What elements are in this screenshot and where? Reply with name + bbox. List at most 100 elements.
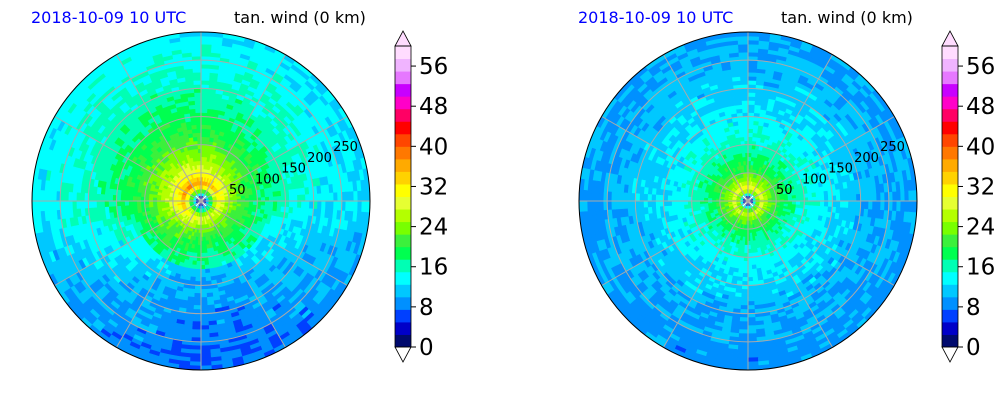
colorbar-segment [395,96,411,110]
wind-cell [195,276,202,282]
wind-cell [124,200,130,207]
wind-cell [325,192,331,202]
wind-cell [67,200,73,211]
colorbar-tick-label: 16 [419,255,448,281]
wind-cell [196,252,202,258]
wind-cell [195,128,202,134]
wind-cell [297,200,302,208]
wind-cell [75,192,81,202]
wind-cell [203,148,209,154]
wind-cell [361,200,367,213]
wind-cell [200,325,210,331]
wind-cell [194,288,202,294]
radial-tick-label: 100 [255,172,280,187]
radial-tick-label: 250 [333,140,358,155]
wind-cell [47,200,53,212]
wind-cell [200,248,205,254]
wind-cell [200,301,209,306]
colorbar-tick-label: 40 [419,134,448,160]
wind-cell [288,194,294,202]
colorbar-segment [395,296,411,310]
wind-cell [128,200,134,207]
wind-cell [192,71,202,77]
wind-cell [305,193,310,202]
wind-cell [191,329,202,335]
colorbar-segment [395,321,411,335]
wind-cell [63,191,69,202]
wind-cell [190,345,202,351]
wind-cell [191,67,202,73]
wind-cell [264,196,270,202]
wind-cell [200,75,210,81]
wind-cell [128,195,134,202]
wind-cell [248,203,254,209]
colorbar-tick-label: 0 [419,335,434,361]
colorbar-segment [395,309,411,323]
wind-cell [120,200,126,207]
wind-cell [136,192,142,198]
wind-cell [200,333,211,339]
wind-cell [194,292,202,298]
radial-tick-label: 150 [281,162,306,177]
wind-cell [96,193,101,202]
wind-cell [43,200,49,212]
colorbar-tick-label: 32 [419,174,448,200]
wind-cell [132,200,138,206]
wind-cell [200,321,210,327]
wind-cell [200,297,208,302]
wind-cell [292,194,298,202]
colorbar-segment [395,158,411,172]
wind-cell [96,200,101,209]
wind-cell [197,248,202,254]
wind-cell [148,200,154,205]
wind-cell [108,194,114,202]
wind-cell [252,196,258,202]
colorbar-tick-label: 56 [419,54,448,80]
wind-cell [353,200,359,212]
wind-cell [43,190,49,202]
wind-cell [136,200,142,206]
wind-cell [39,190,45,202]
wind-cell [200,264,206,270]
colorbar-segment [395,183,411,197]
colorbar-tick-label: 24 [419,215,448,241]
wind-cell [260,204,266,210]
wind-cell [333,200,339,211]
wind-cell [200,357,212,363]
wind-cell [192,321,202,327]
colorbar-segment [395,171,411,185]
wind-cell [200,292,208,298]
wind-cell [108,200,114,208]
wind-cell [51,200,57,212]
wind-cell [79,200,85,210]
wind-cell [79,192,85,202]
wind-cell [190,349,202,355]
wind-cell [268,195,274,202]
colorbar-segment [395,246,411,260]
wind-cell [132,196,138,202]
left-panel: 2018-10-09 10 UTC tan. wind (0 km) 50 100… [0,0,500,401]
wind-cell [248,197,254,202]
wind-cell [200,349,212,355]
wind-cell [248,200,254,205]
colorbar-segment [395,271,411,285]
radial-tick-label: 50 [229,183,246,198]
wind-cell [349,190,355,202]
wind-cell [353,190,359,202]
wind-cell [189,35,202,41]
wind-cell [63,200,69,211]
wind-cell [195,272,202,278]
wind-cell [321,192,327,202]
wind-cell [47,190,53,202]
colorbar-segment [395,196,411,210]
wind-cell [204,136,210,142]
wind-cell [35,200,41,213]
wind-cell [200,305,209,310]
wind-cell [200,353,212,359]
wind-cell [361,189,367,202]
wind-cell [200,317,210,323]
wind-cell [200,361,213,367]
wind-cell [252,200,258,206]
wind-cell [200,148,205,154]
